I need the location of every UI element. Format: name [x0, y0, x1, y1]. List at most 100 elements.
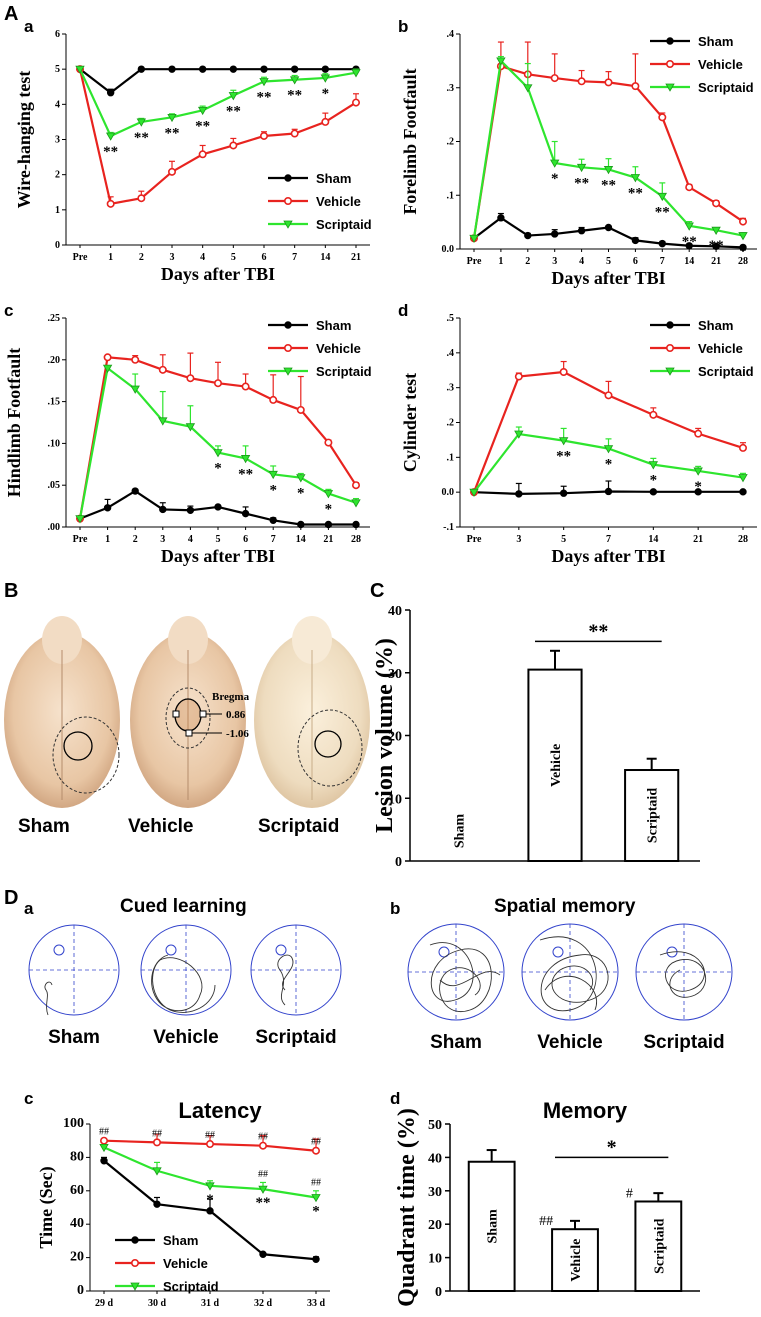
sub-letter-Db: b	[390, 899, 400, 918]
legend-marker-scriptaid	[283, 220, 293, 229]
point-sham	[103, 504, 112, 512]
x-tick-label: 5	[561, 534, 566, 545]
x-tick-label: 6	[243, 534, 248, 545]
point-sham	[604, 487, 613, 496]
point-vehicle	[324, 438, 333, 447]
x-axis-title: Days after TBI	[551, 268, 665, 288]
x-tick-label: 5	[216, 534, 221, 545]
y-tick-label: 50	[428, 1118, 442, 1133]
point-sham	[186, 506, 195, 514]
point-scriptaid	[514, 430, 524, 439]
point-scriptaid	[240, 455, 251, 464]
sub-letter-Ad: d	[398, 301, 408, 320]
x-tick-label: 4	[200, 252, 205, 263]
chart-title: Memory	[543, 1098, 628, 1123]
y-tick-label: -.1	[443, 522, 454, 533]
series-line-scriptaid	[78, 366, 357, 519]
point-sham	[559, 489, 568, 497]
y-tick-label: .25	[48, 313, 61, 324]
legend-label-vehicle: Vehicle	[163, 1256, 208, 1271]
series-line-vehicle	[78, 68, 357, 206]
x-tick-label: 7	[271, 534, 276, 545]
point-scriptaid	[738, 232, 748, 241]
y-tick-label: 40	[428, 1151, 442, 1166]
x-tick-label: 4	[188, 534, 193, 545]
x-tick-label: 4	[579, 256, 584, 267]
x-tick-label: 14	[296, 534, 306, 545]
point-vehicle	[577, 77, 586, 86]
swim-path	[539, 936, 609, 1012]
y-tick-label: 40	[388, 604, 402, 619]
point-sham	[497, 214, 505, 222]
legend-marker-scriptaid	[283, 367, 293, 376]
x-tick-label: 1	[105, 534, 110, 545]
point-vehicle	[137, 194, 146, 203]
x-axis-title: Days after TBI	[161, 546, 275, 566]
legend-label-sham: Sham	[316, 171, 351, 186]
bregma-plus-label: 0.86	[226, 709, 246, 721]
point-scriptaid	[152, 1167, 162, 1176]
x-tick-label: 1	[498, 256, 503, 267]
y-axis-title: Wire-hanging test	[14, 71, 34, 209]
point-scriptaid	[205, 1182, 215, 1191]
significance-mark: **	[226, 104, 241, 120]
point-sham	[694, 488, 702, 496]
point-vehicle	[559, 367, 568, 376]
point-scriptaid	[320, 74, 331, 83]
bar-label-vehicle: Vehicle	[549, 744, 564, 787]
point-scriptaid	[311, 1194, 321, 1203]
point-scriptaid	[289, 76, 300, 85]
significance-mark: *	[297, 486, 305, 502]
point-vehicle	[649, 410, 658, 419]
point-vehicle	[604, 391, 613, 400]
point-vehicle	[259, 131, 268, 140]
legend-label-vehicle: Vehicle	[316, 341, 361, 356]
x-tick-label: 33 d	[307, 1298, 326, 1309]
point-sham	[658, 239, 666, 248]
point-scriptaid	[693, 467, 703, 476]
point-vehicle	[738, 443, 747, 452]
point-scriptaid	[523, 84, 533, 93]
point-scriptaid	[558, 437, 569, 446]
point-vehicle	[290, 129, 299, 138]
point-vehicle	[550, 74, 559, 83]
spatial-memory-title: Spatial memory	[494, 896, 636, 917]
x-tick-label: 21	[693, 534, 703, 545]
sub-letter-Da: a	[24, 899, 34, 918]
significance-mark: *	[214, 461, 222, 477]
y-tick-label: .1	[447, 190, 455, 201]
point-sham	[739, 488, 747, 496]
bar-sham	[467, 1160, 516, 1292]
point-sham	[259, 1250, 267, 1258]
point-vehicle	[738, 217, 747, 226]
significance-mark: **	[238, 466, 253, 482]
chart-hindlimb-footfault: .00 .05 .10 .15 .20 .25 Pre 1 2 3 4 5 6 7 14 21 28 Days a…	[4, 313, 372, 566]
legend-marker-vehicle	[665, 59, 674, 68]
legend-marker-vehicle	[665, 343, 674, 352]
y-axis-title: Hindlimb Footfault	[4, 348, 24, 498]
legend-label-sham: Sham	[698, 34, 733, 49]
significance-mark: **	[256, 1195, 271, 1211]
y-tick-label: 20	[388, 730, 402, 745]
legend-marker-scriptaid	[130, 1282, 140, 1291]
y-tick-label: 30	[428, 1185, 442, 1200]
significance-mark: *	[206, 1192, 214, 1208]
x-tick-label: 32 d	[254, 1298, 273, 1309]
y-tick-label: 0.0	[442, 487, 455, 498]
x-tick-label: 3	[516, 534, 521, 545]
track-label-scriptaid: Scriptaid	[643, 1032, 724, 1053]
x-tick-label: 29 d	[95, 1298, 114, 1309]
legend-label-sham: Sham	[163, 1233, 198, 1248]
point-sham	[685, 242, 693, 250]
hash-mark: ##	[539, 1214, 553, 1229]
panel-letter-A: A	[4, 3, 18, 25]
hash-mark: ##	[311, 1137, 321, 1148]
bregma-minus-label: -1.06	[226, 728, 249, 740]
legend-marker-vehicle	[131, 1259, 140, 1268]
x-tick-label: 21	[323, 534, 333, 545]
legend-label-scriptaid: Scriptaid	[163, 1279, 219, 1294]
chart-forelimb-footfault: 0.0 .1 .2 .3 .4 Pre 1 2 3 4 5 6 7 14 21 28 Days after TB…	[400, 29, 757, 288]
legend-marker-vehicle	[283, 343, 292, 352]
y-tick-label: .2	[447, 137, 455, 148]
panel-letter-B: B	[4, 580, 18, 602]
